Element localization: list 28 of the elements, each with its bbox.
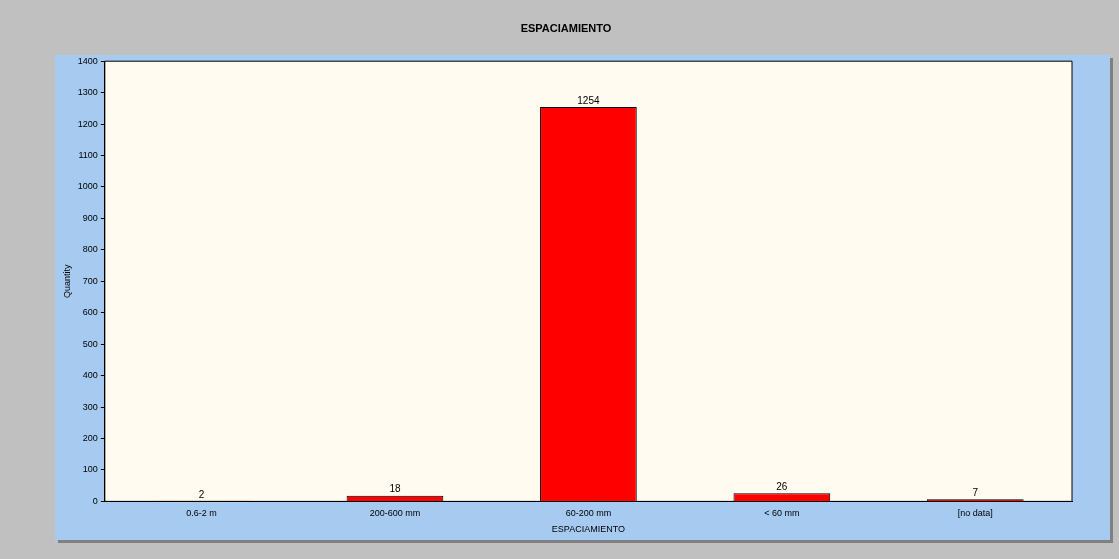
y-tick-label: 500 bbox=[82, 338, 98, 349]
y-tick-label: 1400 bbox=[77, 55, 98, 66]
data-label: 2 bbox=[198, 488, 205, 500]
y-tick-label: 0 bbox=[92, 495, 98, 506]
x-tick-label: 200-600 mm bbox=[369, 508, 421, 519]
data-label: 18 bbox=[389, 483, 401, 495]
data-label: 1254 bbox=[577, 94, 600, 106]
data-label: 7 bbox=[972, 486, 979, 498]
y-tick-label: 1100 bbox=[78, 150, 98, 161]
y-tick-label: 700 bbox=[82, 275, 98, 286]
data-label: 26 bbox=[776, 480, 788, 492]
x-tick-label: 0.6-2 m bbox=[186, 508, 217, 519]
y-tick-label: 300 bbox=[82, 401, 98, 412]
y-tick-label: 1300 bbox=[77, 87, 98, 98]
y-tick-label: 1000 bbox=[77, 181, 98, 192]
y-tick-label: 900 bbox=[82, 212, 98, 223]
y-tick-label: 100 bbox=[82, 464, 98, 475]
x-tick-label: [no data] bbox=[957, 508, 993, 519]
y-axis-title: Quantity bbox=[61, 264, 72, 299]
y-tick-label: 200 bbox=[82, 433, 98, 443]
y-tick-label: 800 bbox=[82, 244, 98, 255]
y-tick-label: 600 bbox=[82, 307, 98, 318]
x-tick-label: < 60 mm bbox=[764, 508, 800, 519]
chart-title: ESPACIAMIENTO bbox=[520, 21, 612, 34]
x-axis-title: ESPACIAMIENTO bbox=[551, 524, 625, 535]
y-tick-label: 1200 bbox=[77, 118, 98, 129]
y-tick-label: 400 bbox=[82, 370, 98, 381]
x-tick-label: 60-200 mm bbox=[565, 508, 612, 519]
